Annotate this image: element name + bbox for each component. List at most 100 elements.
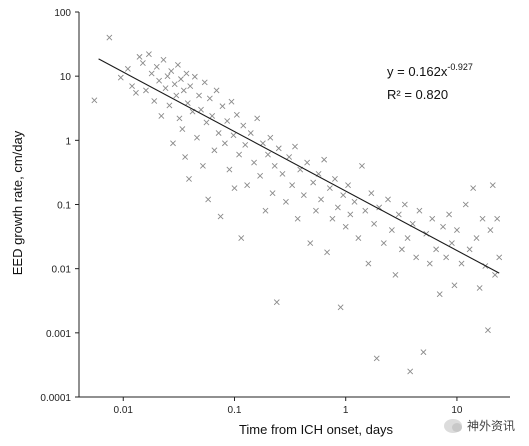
data-point — [184, 100, 191, 107]
data-point — [368, 190, 375, 197]
data-point — [236, 151, 243, 158]
data-point — [446, 211, 453, 218]
data-point — [310, 179, 317, 186]
data-point — [443, 254, 450, 261]
data-point — [401, 201, 408, 208]
data-point — [228, 98, 235, 105]
x-tick-label: 0.1 — [228, 405, 242, 416]
data-point — [271, 162, 278, 169]
data-point — [174, 61, 181, 68]
y-tick-label: 0.01 — [52, 265, 72, 276]
data-point — [324, 249, 330, 256]
data-point — [492, 271, 498, 278]
x-tick-label: 0.01 — [114, 405, 134, 416]
data-point — [182, 154, 189, 160]
data-point — [347, 211, 354, 218]
data-point — [244, 182, 251, 189]
data-point — [345, 182, 351, 189]
data-point — [371, 220, 378, 227]
fit-line — [98, 58, 500, 274]
data-point — [171, 81, 178, 88]
data-point — [307, 240, 314, 247]
data-point — [332, 176, 338, 182]
fit-line-group — [98, 58, 500, 274]
data-point — [262, 207, 269, 214]
data-point — [151, 98, 158, 104]
data-point — [215, 130, 222, 136]
y-tick-label: 0.0001 — [40, 393, 71, 404]
data-point — [420, 349, 427, 356]
data-point — [213, 87, 220, 94]
scatter-points — [91, 34, 503, 375]
data-point — [279, 170, 286, 177]
data-point — [209, 113, 216, 119]
data-point — [395, 211, 402, 218]
data-point — [259, 140, 266, 147]
data-point — [201, 79, 208, 86]
data-point — [224, 118, 231, 124]
data-point — [198, 106, 204, 113]
y-axis-label: EED growth rate, cm/day — [10, 130, 25, 275]
data-point — [217, 213, 224, 220]
data-point — [433, 246, 440, 253]
data-point — [451, 282, 458, 289]
data-point — [326, 185, 333, 192]
data-point — [148, 70, 155, 77]
data-point — [133, 89, 139, 96]
data-point — [373, 355, 380, 362]
data-point — [282, 198, 289, 205]
y-tick-label: 0.1 — [57, 201, 71, 212]
data-point — [300, 192, 307, 199]
data-point — [289, 182, 296, 189]
data-point — [168, 68, 175, 75]
y-tick-label: 1 — [65, 136, 71, 147]
x-tick-label: 1 — [343, 405, 349, 416]
data-point — [156, 77, 163, 84]
data-point — [206, 95, 213, 102]
data-point — [494, 215, 501, 222]
data-point — [342, 223, 349, 230]
data-point — [117, 74, 124, 81]
data-point — [458, 260, 465, 267]
data-point — [191, 73, 198, 80]
data-point — [199, 162, 206, 169]
data-point — [351, 198, 358, 205]
data-point — [398, 246, 405, 253]
data-point — [91, 97, 98, 104]
data-point — [176, 115, 183, 122]
data-point — [136, 53, 143, 60]
data-point — [219, 103, 226, 110]
data-point — [426, 260, 433, 267]
data-point — [180, 87, 187, 94]
r-squared: R² = 0.820 — [387, 87, 448, 102]
data-point — [359, 162, 365, 169]
data-point — [376, 204, 383, 211]
data-point — [233, 111, 240, 118]
data-point — [211, 147, 218, 154]
data-point — [476, 285, 483, 291]
data-point — [470, 185, 477, 192]
data-point — [340, 192, 347, 199]
data-point — [275, 145, 282, 152]
data-point — [321, 156, 328, 163]
data-point — [124, 65, 131, 72]
data-point — [485, 327, 491, 334]
data-point — [487, 227, 494, 233]
data-point — [329, 215, 336, 222]
data-point — [380, 240, 387, 247]
data-point — [413, 254, 420, 261]
y-tick-label: 10 — [60, 72, 72, 83]
data-point — [265, 151, 271, 158]
data-point — [173, 92, 180, 99]
data-point — [247, 130, 254, 136]
data-point — [251, 159, 257, 166]
data-point — [385, 196, 391, 203]
ticks: 0.01 0.1 1 10 100 10 1 0.1 0.01 0.001 0.0001 — [40, 8, 463, 416]
data-point — [294, 215, 301, 222]
x-tick-label: 10 — [451, 405, 463, 416]
data-point — [489, 182, 496, 189]
fit-equation-exponent: -0.927 — [447, 62, 473, 72]
data-point — [392, 271, 399, 278]
data-point — [162, 85, 169, 92]
